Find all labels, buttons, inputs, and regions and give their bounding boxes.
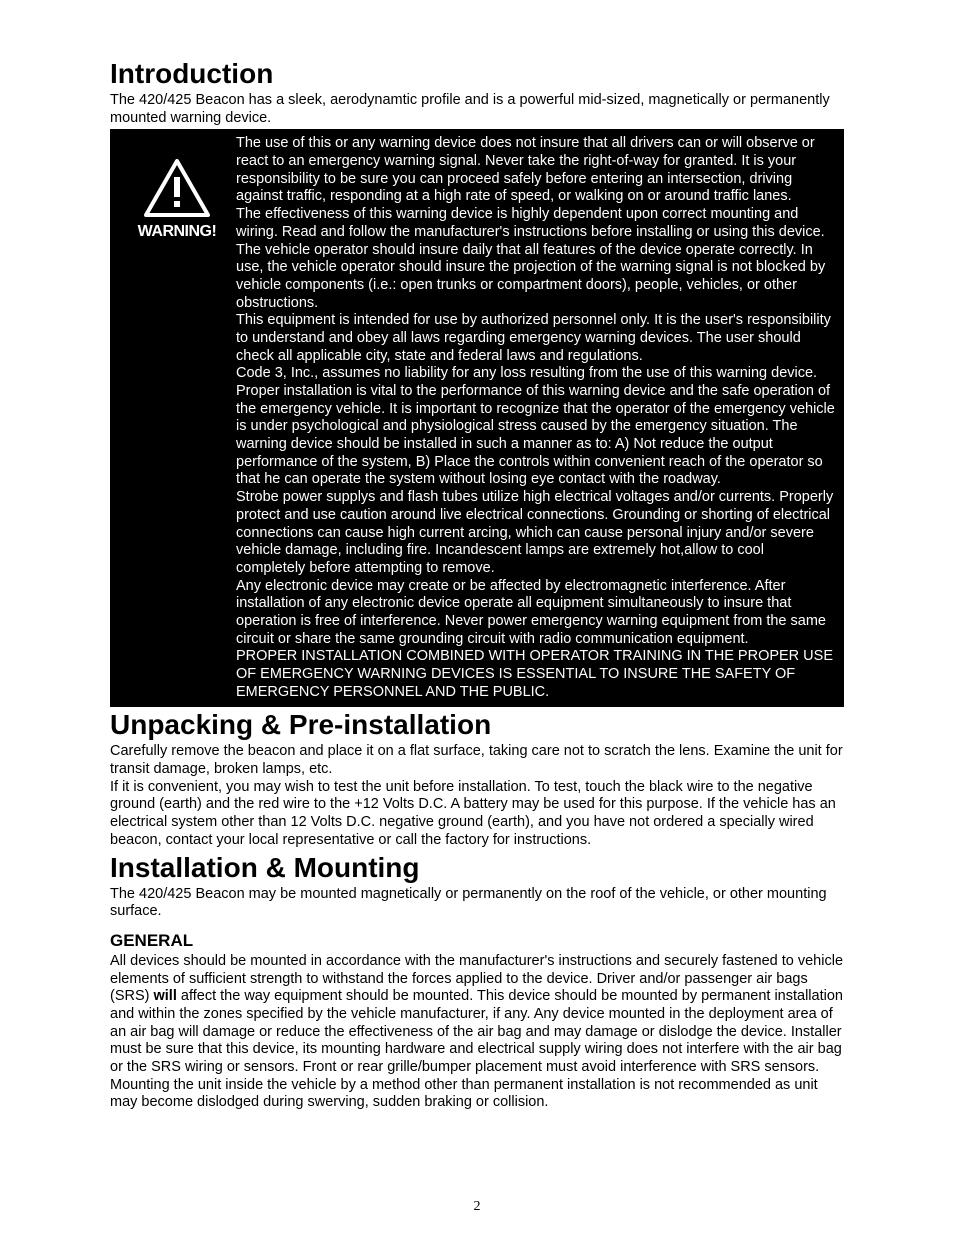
warning-label: WARNING! (118, 223, 236, 241)
general-body: All devices should be mounted in accorda… (110, 953, 844, 1112)
warning-box: WARNING! The use of this or any warning … (110, 129, 844, 707)
warning-icon-column: WARNING! (118, 135, 236, 701)
general-body-bold: will (154, 988, 177, 1004)
installation-heading: Installation & Mounting (110, 852, 844, 884)
warning-paragraph: Code 3, Inc., assumes no liability for a… (236, 365, 836, 489)
general-subheading: GENERAL (110, 931, 844, 951)
page-number: 2 (0, 1199, 954, 1215)
warning-paragraph: Any electronic device may create or be a… (236, 578, 836, 649)
unpacking-paragraph: If it is convenient, you may wish to tes… (110, 779, 844, 850)
warning-paragraph: The use of this or any warning device do… (236, 135, 836, 206)
document-page: Introduction The 420/425 Beacon has a sl… (0, 0, 954, 1235)
warning-triangle-icon (144, 159, 210, 217)
general-body-post: affect the way equipment should be mount… (110, 988, 843, 1110)
warning-text-column: The use of this or any warning device do… (236, 135, 836, 701)
installation-intro: The 420/425 Beacon may be mounted magnet… (110, 886, 844, 921)
warning-paragraph: This equipment is intended for use by au… (236, 312, 836, 365)
warning-paragraph: Strobe power supplys and flash tubes uti… (236, 489, 836, 577)
unpacking-heading: Unpacking & Pre-installation (110, 709, 844, 741)
introduction-body: The 420/425 Beacon has a sleek, aerodyna… (110, 92, 844, 127)
unpacking-paragraph: Carefully remove the beacon and place it… (110, 743, 844, 778)
warning-paragraph: The effectiveness of this warning device… (236, 206, 836, 312)
introduction-heading: Introduction (110, 58, 844, 90)
warning-paragraph: PROPER INSTALLATION COMBINED WITH OPERAT… (236, 648, 836, 701)
